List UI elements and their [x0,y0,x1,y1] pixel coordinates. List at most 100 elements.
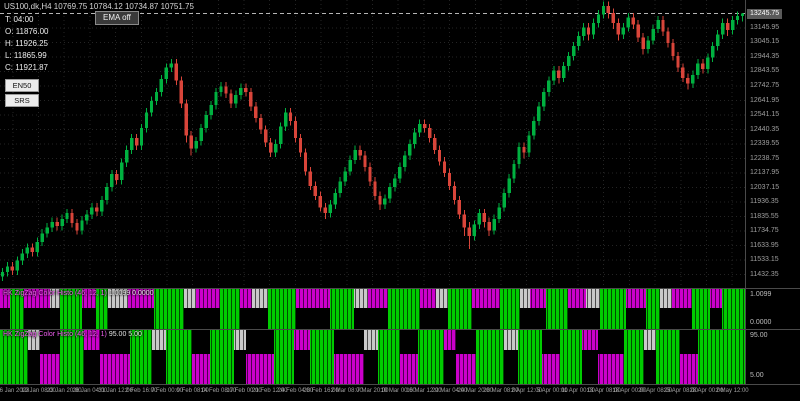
histogram-bar-segment [710,289,722,308]
indicator1-values: 1.0099 0.0000 [108,290,154,297]
histogram-bar-segment [680,354,698,384]
price-label: 11734.75 [750,227,779,235]
price-label: 12137.95 [750,169,780,177]
histogram-bar-segment [656,330,680,384]
price-label: 12339.55 [750,140,780,148]
price-axis[interactable]: 13245.75 1.0099 0.0000 95.00 5.00 13145.… [745,0,800,385]
histogram-bar-segment [252,289,268,308]
time-label: 28 Mar 08:00 [483,388,519,394]
info-value: 11926.25 [15,39,49,48]
histogram-bar-segment [698,330,712,384]
histogram-bar-segment [354,289,368,308]
histogram-bar-segment [586,289,600,308]
pane-separator[interactable] [0,384,800,385]
histogram-bar-segment [436,289,448,308]
histogram-bar-segment [418,330,444,384]
price-label: 11633.95 [750,241,779,249]
price-label: 12238.75 [750,154,780,162]
histogram-bar-segment [310,330,334,384]
histogram-bar-segment [472,289,500,308]
histogram-bar-segment [234,330,246,350]
indicator1-name: HK ZigZag Color Histo (46, 12, 1) [3,290,107,297]
price-label: 13145.95 [750,23,780,31]
info-value: 11876.00 [15,27,49,36]
histogram-bar-segment [476,330,504,384]
time-label: 26 Jan 04:00 [72,388,108,394]
histogram-bar-segment [0,289,10,308]
main-chart-pane[interactable]: US100,dk,H4 10769.75 10784.12 10734.87 1… [0,0,745,288]
info-value: 11921.87 [15,63,49,72]
histogram-bar-segment [50,289,60,308]
info-row-time: T: 04:00 [5,14,48,26]
current-price-tag: 13245.75 [747,8,783,19]
time-label: 2 May 12:00 [715,388,749,394]
histogram-bar-segment [520,289,530,308]
indicator1-axis-top: 1.0099 [750,291,772,298]
en50-button[interactable]: EN50 [5,79,39,92]
info-value: 04:00 [13,15,34,24]
histogram-bar-segment [240,289,252,308]
pane-separator[interactable] [0,288,800,289]
indicator2-values: 95.00 5.00 [108,331,142,338]
histogram-bar-segment [542,354,560,384]
histogram-bar-segment [166,330,192,384]
histogram-bar-segment [220,289,240,329]
histogram-bar-segment [330,289,354,329]
time-label: 22 Mar 04:00 [431,388,468,394]
histogram-bar-segment [246,354,274,384]
time-label: 17 Feb 00:00 [226,388,262,394]
info-row-open: O: 11876.00 [5,26,48,38]
srs-button[interactable]: SRS [5,94,39,107]
price-label: 11432.35 [750,270,779,278]
histogram-bar-segment [568,289,586,308]
price-label: 11533.15 [750,256,779,264]
indicator-pane-2[interactable]: HK ZigZag Color Histo (46, 12, 1) 95.00 … [0,330,745,384]
histogram-bar-segment [456,354,476,384]
time-label: 20 Apr 08:00 [638,388,673,394]
histogram-bar-segment [24,289,50,308]
info-label: C: [5,63,13,72]
histogram-bar-segment [152,330,166,350]
histogram-bar-segment [582,330,598,350]
ohlc-info-box: T: 04:00 O: 11876.00 H: 11926.25 L: 1186… [5,14,48,74]
time-label: 24 Mar 20:00 [457,388,493,394]
histogram-bar-segment [82,289,96,308]
candlestick-plot [0,1,745,281]
candlestick-chart[interactable] [0,0,745,288]
histogram-bar-segment [84,330,100,350]
info-label: L: [5,51,12,60]
ema-toggle-button[interactable]: EMA off [95,11,139,25]
histogram-bar-segment [184,289,196,308]
time-label: 11 Apr 00:00 [561,388,595,394]
price-label: 13045.15 [750,38,780,46]
histogram-bar-segment [644,330,656,350]
time-label: 7 Feb 00:00 [150,388,183,394]
indicator-buttons: EN50 SRS [5,79,39,107]
histogram-bar-segment [646,289,660,329]
price-label: 12037.15 [750,183,780,191]
indicator2-axis-top: 95.00 [750,332,768,339]
time-label: 2 Feb 16:00 [125,388,158,394]
indicator2-name: HK ZigZag Color Histo (46, 12, 1) [3,331,107,338]
histogram-bar-segment [660,289,672,308]
time-label: 7 Mar 20:00 [356,388,389,394]
pane-separator[interactable] [0,329,800,330]
histogram-bar-segment [722,289,745,329]
info-label: T: [5,15,12,24]
histogram-bar-segment [530,289,546,308]
time-label: 13 Apr 08:00 [586,388,621,394]
histogram-bar-segment [378,330,400,384]
histogram-bar-segment [192,354,210,384]
indicator1-label: HK ZigZag Color Histo (46, 12, 1) 1.0099… [3,290,154,297]
histogram-bar-segment [624,330,644,384]
histogram-bar-segment [500,289,520,329]
time-label: 21 Feb 12:00 [252,388,288,394]
indicator-pane-1[interactable]: HK ZigZag Color Histo (46, 12, 1) 1.0099… [0,289,745,329]
histogram-bar-segment [388,289,420,329]
histogram-bar-segment [600,289,626,329]
price-label: 11835.55 [750,212,779,220]
histogram-bar-segment [128,289,154,308]
indicator2-label: HK ZigZag Color Histo (46, 12, 1) 95.00 … [3,331,142,338]
time-label: 14 Feb 08:00 [200,388,237,394]
